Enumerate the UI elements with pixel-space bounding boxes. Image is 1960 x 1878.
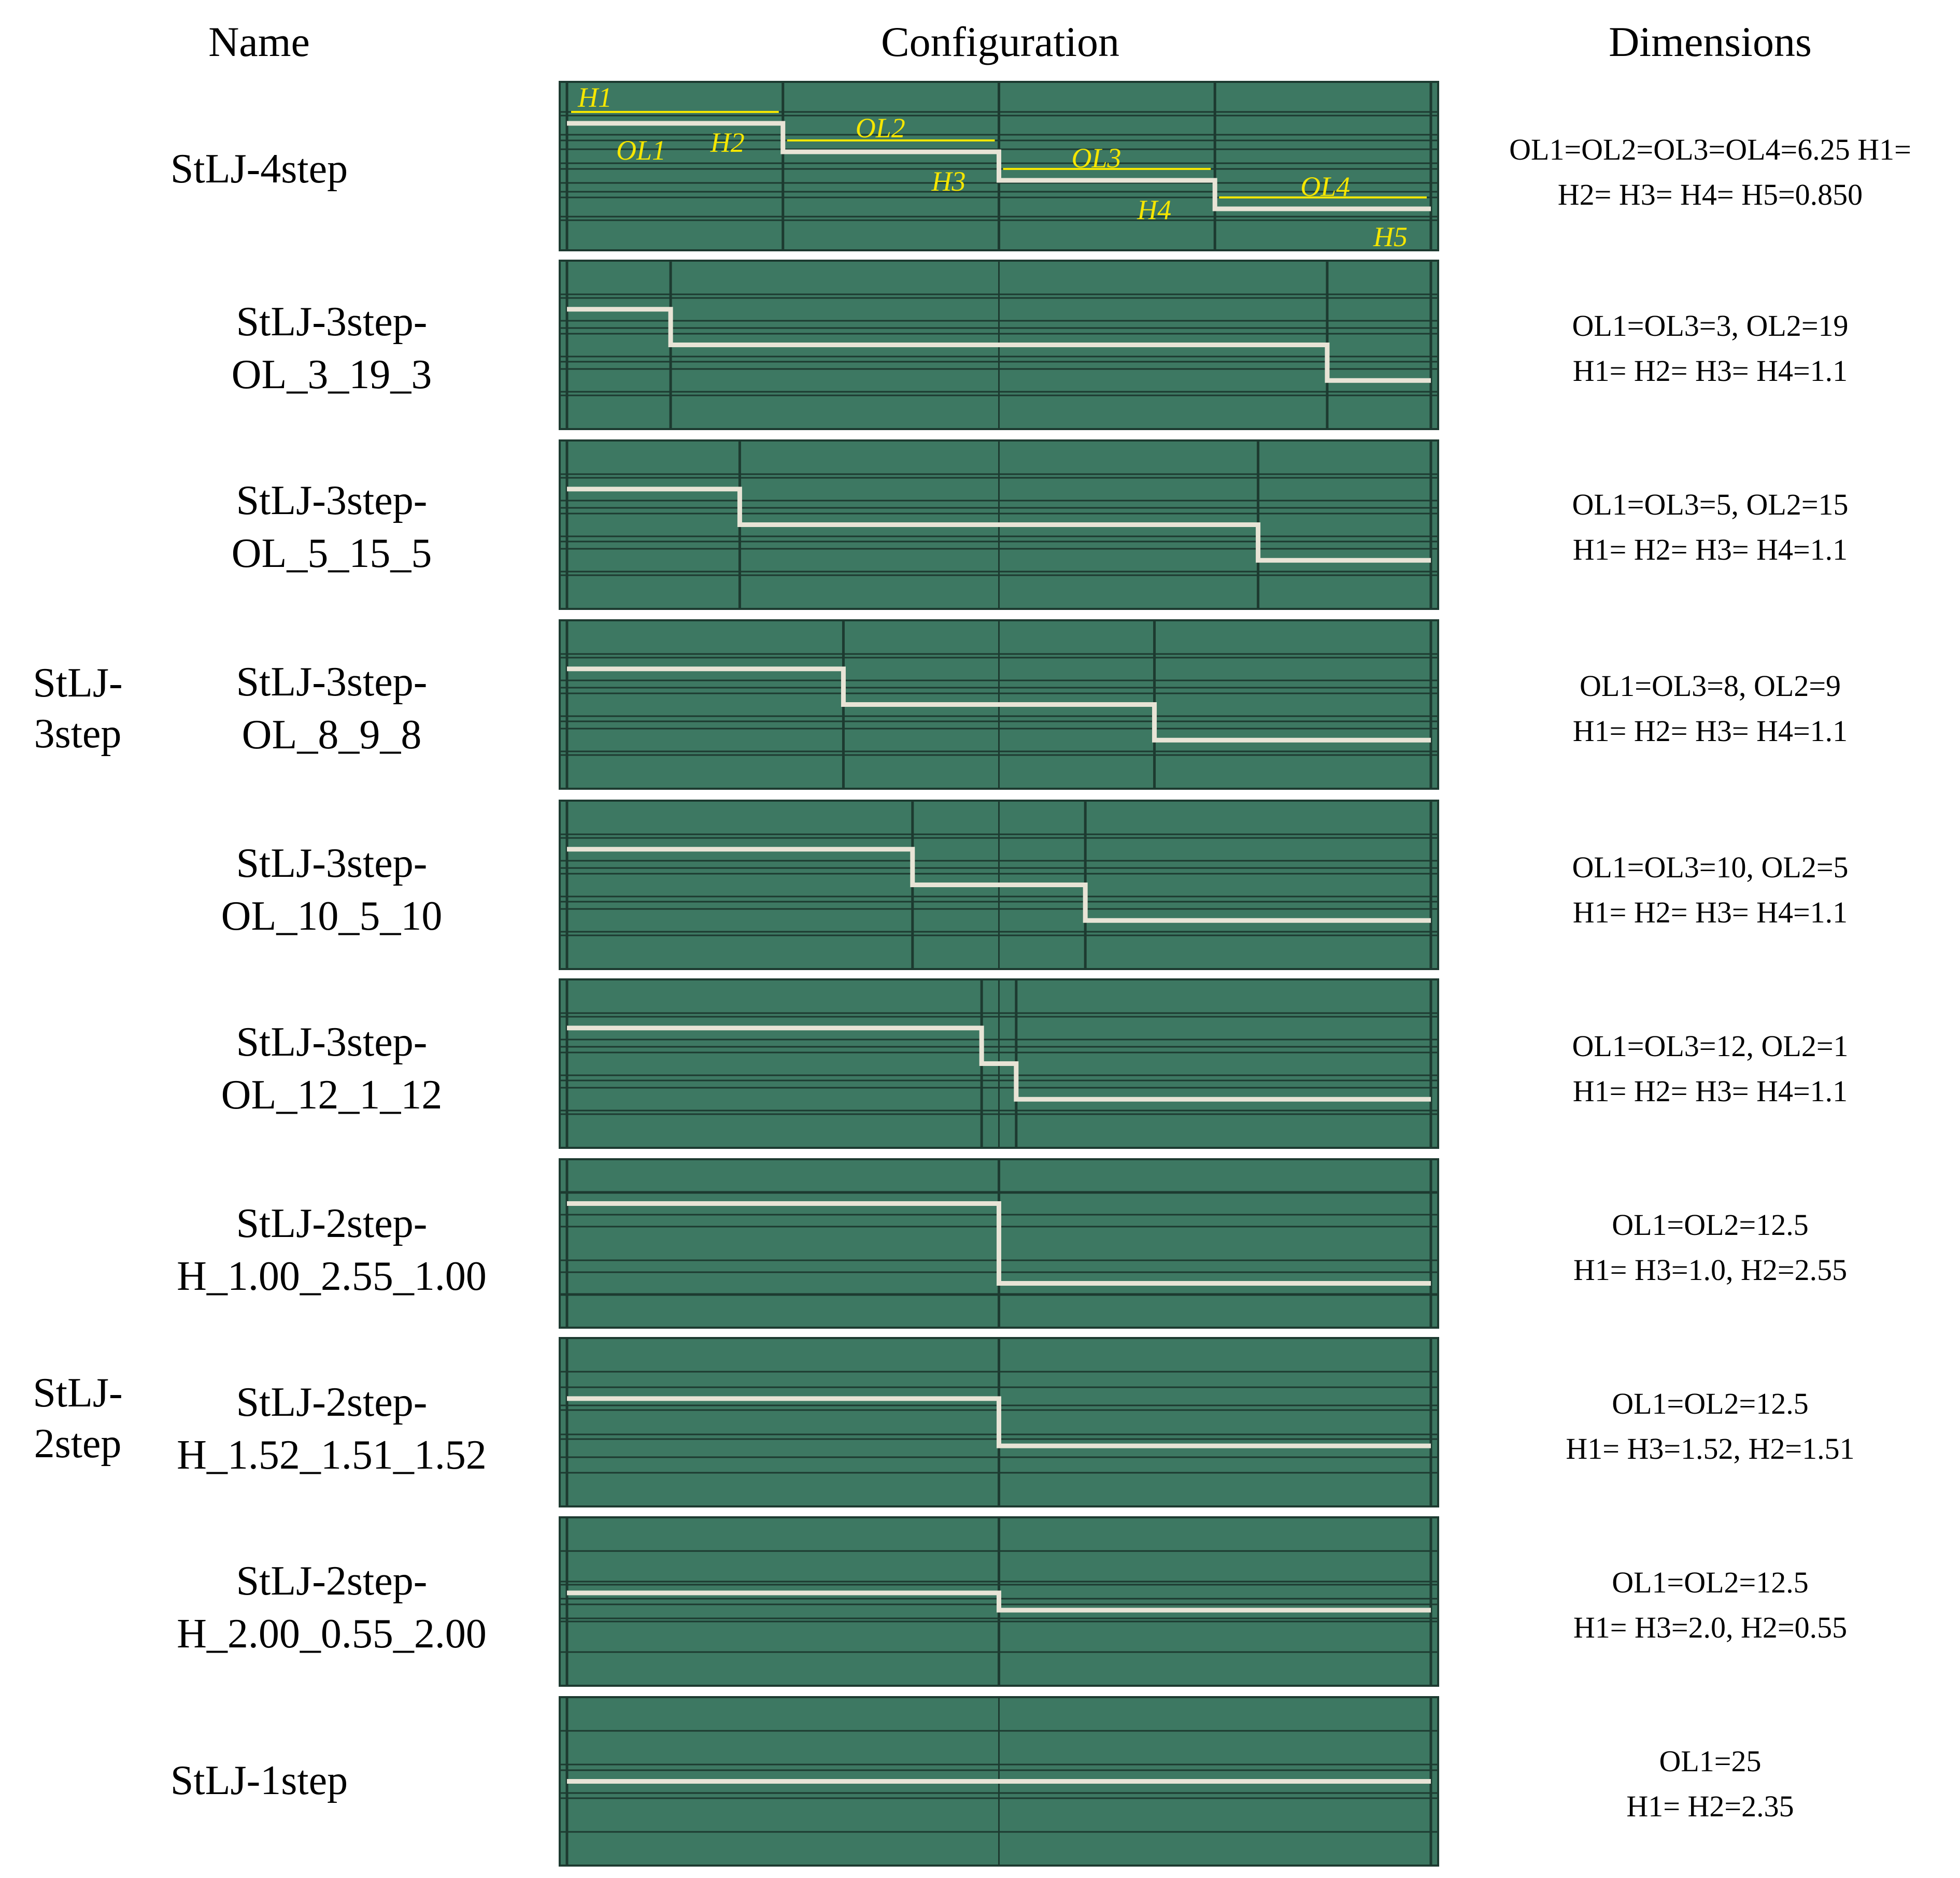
dim-line1: OL1=25 — [1659, 1744, 1762, 1778]
row-dimensions: OL1=OL2=12.5 H1= H3=2.0, H2=0.55 — [1482, 1560, 1938, 1650]
adhesive-interface — [567, 487, 1431, 563]
adhesive-interface — [567, 1201, 1431, 1286]
row-name: StLJ-2step- H_1.52_1.51_1.52 — [171, 1376, 492, 1482]
dim-line2: H1= H2=2.35 — [1626, 1789, 1794, 1823]
row-name-line1: StLJ-1step — [170, 1758, 348, 1803]
dim-line1: OL1=OL2=12.5 — [1612, 1387, 1809, 1420]
row-dimensions: OL1=OL3=8, OL2=9 H1= H2= H3= H4=1.1 — [1482, 663, 1938, 753]
group-label-line1: StLJ- — [33, 1370, 123, 1416]
dim-line2: H1= H3=2.0, H2=0.55 — [1573, 1611, 1848, 1644]
row-name-line2: OL_5_15_5 — [231, 531, 432, 577]
row-name-line1: StLJ-3step- — [236, 659, 428, 705]
dim-line2: H1= H2= H3= H4=1.1 — [1572, 895, 1848, 929]
row-dimensions: OL1=25 H1= H2=2.35 — [1482, 1739, 1938, 1829]
row-name: StLJ-3step- OL_10_5_10 — [171, 837, 492, 943]
dimension-annotation: H5 — [1373, 221, 1408, 252]
adhesive-interface — [567, 1590, 1431, 1613]
dim-line2: H1= H3=1.0, H2=2.55 — [1573, 1253, 1848, 1287]
row-name-line2: OL_12_1_12 — [221, 1072, 443, 1118]
adhesive-interface — [567, 1396, 1431, 1448]
dimension-annotation: H3 — [931, 166, 966, 197]
row-name: StLJ-3step- OL_5_15_5 — [171, 474, 492, 580]
row-dimensions: OL1=OL2=12.5 H1= H3=1.0, H2=2.55 — [1482, 1202, 1938, 1292]
row-name-line1: StLJ-2step- — [236, 1379, 428, 1425]
row-name: StLJ-2step- H_2.00_0.55_2.00 — [171, 1555, 492, 1661]
row-name-line2: OL_10_5_10 — [221, 893, 443, 940]
group-label-3step: StLJ- 3step — [16, 658, 140, 759]
dim-line2: H1= H2= H3= H4=1.1 — [1572, 533, 1848, 566]
dimension-annotation: OL1 — [616, 135, 666, 166]
dim-line1: OL1=OL3=5, OL2=15 — [1572, 488, 1849, 521]
row-name: StLJ-3step- OL_12_1_12 — [171, 1016, 492, 1122]
row-name-1step: StLJ-1step — [98, 1754, 420, 1807]
row-name-line2: H_1.00_2.55_1.00 — [177, 1254, 487, 1300]
dim-line1: OL1=OL2=12.5 — [1612, 1566, 1809, 1599]
row-dimensions: OL1=OL3=3, OL2=19 H1= H2= H3= H4=1.1 — [1482, 303, 1938, 393]
dim-line2: H2= H3= H4= H5=0.850 — [1557, 178, 1863, 211]
adhesive-interface — [567, 307, 1431, 383]
row-name: StLJ-3step- OL_3_19_3 — [171, 295, 492, 402]
row-name-line2: OL_8_9_8 — [242, 712, 422, 758]
row-name-4step: StLJ-4step — [98, 143, 420, 195]
adhesive-interface — [567, 1026, 1431, 1102]
adhesive-interface — [567, 666, 1431, 743]
header-dimensions: Dimensions — [1609, 18, 1812, 65]
row-name-line2: H_1.52_1.51_1.52 — [177, 1432, 487, 1478]
dim-line1: OL1=OL3=10, OL2=5 — [1572, 850, 1849, 884]
row-name-line1: StLJ-3step- — [236, 478, 428, 523]
dim-line1: OL1=OL3=8, OL2=9 — [1579, 669, 1841, 703]
dim-line1: OL1=OL2=12.5 — [1612, 1208, 1809, 1242]
row-name: StLJ-2step- H_1.00_2.55_1.00 — [171, 1197, 492, 1303]
dim-line1: OL1=OL3=12, OL2=1 — [1572, 1029, 1849, 1063]
dimension-annotation: OL2 — [856, 112, 905, 144]
row-name: StLJ-3step- OL_8_9_8 — [171, 656, 492, 762]
row-dimensions: OL1=OL3=10, OL2=5 H1= H2= H3= H4=1.1 — [1482, 845, 1938, 935]
header-configuration: Configuration — [880, 18, 1120, 65]
row-name-line2: H_2.00_0.55_2.00 — [177, 1611, 487, 1657]
row-dimensions: OL1=OL3=5, OL2=15 H1= H2= H3= H4=1.1 — [1482, 482, 1938, 572]
row-dimensions: OL1=OL3=12, OL2=1 H1= H2= H3= H4=1.1 — [1482, 1023, 1938, 1114]
dim-line1: OL1=OL2=OL3=OL4=6.25 H1= — [1509, 133, 1911, 166]
row-name-line1: StLJ-3step- — [236, 1019, 428, 1065]
group-label-line2: 2step — [34, 1420, 122, 1467]
dim-line2: H1= H2= H3= H4=1.1 — [1572, 354, 1848, 388]
dimension-annotation: H2 — [710, 127, 745, 158]
header-name: Name — [208, 18, 310, 65]
row-name-line2: OL_3_19_3 — [231, 352, 432, 398]
dim-line1: OL1=OL3=3, OL2=19 — [1572, 309, 1849, 343]
group-label-line2: 3step — [34, 710, 122, 757]
row-dimensions: OL1=OL2=12.5 H1= H3=1.52, H2=1.51 — [1482, 1381, 1938, 1471]
row-name-line1: StLJ-4step — [170, 146, 348, 192]
dim-line2: H1= H2= H3= H4=1.1 — [1572, 714, 1848, 748]
group-label-line1: StLJ- — [33, 660, 123, 706]
dimension-annotation: H4 — [1137, 194, 1171, 225]
dim-line2: H1= H2= H3= H4=1.1 — [1572, 1074, 1848, 1108]
adhesive-interface — [567, 847, 1431, 923]
row-dimensions: OL1=OL2=OL3=OL4=6.25 H1= H2= H3= H4= H5=… — [1482, 127, 1938, 217]
dimension-annotation: H1 — [577, 82, 612, 113]
row-name-line1: StLJ-2step- — [236, 1558, 428, 1604]
adhesive-interface — [567, 121, 1431, 211]
group-label-2step: StLJ- 2step — [16, 1368, 140, 1469]
row-name-line1: StLJ-2step- — [236, 1201, 428, 1246]
row-name-line1: StLJ-3step- — [236, 841, 428, 886]
row-name-line1: StLJ-3step- — [236, 299, 428, 345]
dim-line2: H1= H3=1.52, H2=1.51 — [1566, 1432, 1855, 1466]
